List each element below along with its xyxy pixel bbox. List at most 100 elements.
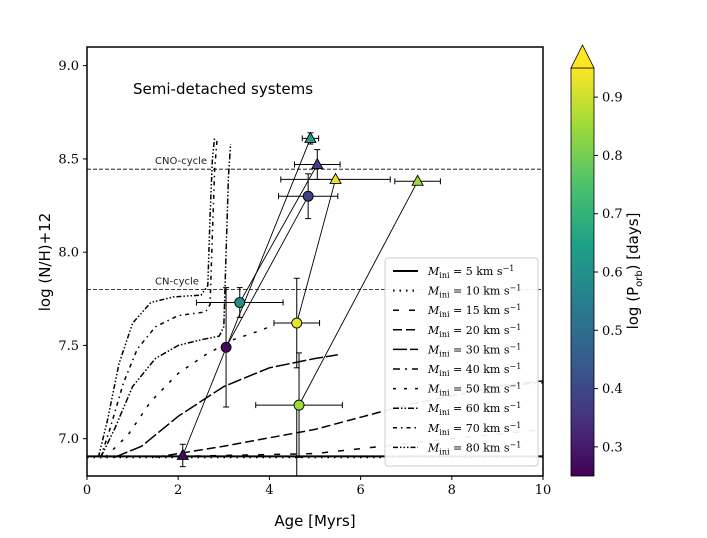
y-tick-label: 8.5 bbox=[58, 152, 79, 167]
data-point-circle bbox=[302, 190, 314, 202]
legend-label: Mini = 50 km s−1 bbox=[427, 382, 521, 398]
connection-line bbox=[298, 181, 418, 406]
axes-frame bbox=[86, 46, 544, 477]
connection-line bbox=[296, 179, 336, 324]
legend-label-sub: ini bbox=[439, 369, 450, 378]
model-track-line bbox=[99, 140, 218, 458]
x-tick-label: 2 bbox=[174, 483, 182, 498]
y-tick-label: 8.0 bbox=[58, 246, 79, 261]
data-point-triangle bbox=[411, 174, 424, 186]
legend-box bbox=[384, 257, 539, 467]
legend-label-prefix: M bbox=[427, 285, 440, 298]
colorbar-tick-label: 0.9 bbox=[602, 91, 623, 106]
legend-label-sub: ini bbox=[439, 349, 450, 358]
legend-label-text: = 10 km s bbox=[450, 285, 510, 298]
legend-label-exp: −1 bbox=[510, 303, 522, 312]
legend-label: Mini = 80 km s−1 bbox=[427, 440, 521, 456]
colorbar-tick-label: 0.3 bbox=[602, 440, 623, 455]
connection-line bbox=[239, 164, 318, 303]
legend-label-sub: ini bbox=[439, 389, 450, 398]
legend-label-text: = 40 km s bbox=[450, 363, 510, 376]
colorbar-tick-label: 0.5 bbox=[602, 324, 623, 339]
y-tick-label: 7.0 bbox=[58, 432, 79, 447]
reference-line-label: CNO-cycle bbox=[155, 156, 207, 167]
legend-label-sub: ini bbox=[439, 408, 450, 417]
plot-area: CNO-cycle CN-cycle 0 2 4 6 8 10 7.0 7.5 8.0 8.5 9.0 bbox=[58, 46, 552, 498]
data-point-circle bbox=[220, 341, 232, 353]
model-track-line bbox=[100, 143, 232, 458]
x-tick-label: 8 bbox=[448, 483, 456, 498]
colorbar-tick-label: 0.8 bbox=[602, 149, 623, 164]
legend-label-exp: −1 bbox=[510, 362, 522, 371]
legend-label-prefix: M bbox=[427, 265, 440, 278]
legend-label-exp: −1 bbox=[510, 284, 522, 293]
legend-label-prefix: M bbox=[427, 363, 440, 376]
chart-title: Semi-detached systems bbox=[133, 80, 313, 98]
legend-label-sub: ini bbox=[439, 447, 450, 456]
legend-label: Mini = 40 km s−1 bbox=[427, 362, 521, 378]
y-tick-label: 9.0 bbox=[58, 59, 79, 74]
legend-label-exp: −1 bbox=[510, 401, 522, 410]
data-point-triangle bbox=[304, 131, 317, 143]
reference-line-label: CN-cycle bbox=[155, 276, 199, 287]
legend-label-text: = 60 km s bbox=[450, 402, 510, 415]
legend-label-prefix: M bbox=[427, 383, 440, 396]
legend-label-prefix: M bbox=[427, 402, 440, 415]
colorbar-extend-arrow bbox=[570, 44, 595, 69]
legend-label-prefix: M bbox=[427, 304, 440, 317]
legend-label: Mini = 60 km s−1 bbox=[427, 401, 521, 417]
data-point-circle bbox=[234, 297, 246, 308]
legend-label: Mini = 20 km s−1 bbox=[427, 323, 521, 339]
model-track-line bbox=[104, 326, 270, 458]
legend-label: Mini = 15 km s−1 bbox=[427, 303, 521, 319]
legend-label-text: = 50 km s bbox=[450, 383, 510, 396]
colorbar-tick-label: 0.4 bbox=[602, 382, 623, 397]
legend-label-exp: −1 bbox=[510, 421, 522, 430]
colorbar-gradient bbox=[570, 67, 595, 477]
legend-label-sub: ini bbox=[439, 310, 450, 319]
colorbar: log (Porb) [days] 0.3 0.4 0.5 0.6 0.7 0.8 0.9 bbox=[570, 44, 645, 477]
colorbar-label-sub: orb bbox=[634, 270, 645, 287]
x-tick-label: 4 bbox=[265, 483, 273, 498]
legend-label: Mini = 5 km s−1 bbox=[427, 264, 514, 280]
legend-label-exp: −1 bbox=[510, 382, 522, 391]
legend-label: Mini = 10 km s−1 bbox=[427, 284, 521, 300]
legend-label-sub: ini bbox=[439, 330, 450, 339]
legend-label-text: = 70 km s bbox=[450, 422, 510, 435]
data-point-triangle bbox=[176, 448, 190, 460]
data-point-triangle bbox=[311, 157, 324, 169]
legend-label: Mini = 30 km s−1 bbox=[427, 342, 521, 358]
connection-line bbox=[225, 196, 309, 348]
legend-label-exp: −1 bbox=[503, 264, 515, 273]
x-tick-label: 10 bbox=[535, 483, 552, 498]
legend-label-prefix: M bbox=[427, 441, 440, 454]
colorbar-label: log (Porb) [days] bbox=[624, 213, 645, 330]
x-axis-label: Age [Myrs] bbox=[274, 512, 355, 530]
legend-label-exp: −1 bbox=[510, 440, 522, 449]
colorbar-tick-label: 0.6 bbox=[602, 266, 623, 281]
legend-label-sub: ini bbox=[439, 428, 450, 437]
data-point-circle bbox=[293, 399, 305, 411]
x-tick-label: 0 bbox=[83, 483, 91, 498]
model-track-line bbox=[97, 136, 216, 458]
colorbar-label-main: log (P bbox=[624, 287, 642, 330]
legend-label-prefix: M bbox=[427, 422, 440, 435]
legend-label-sub: ini bbox=[439, 291, 450, 300]
data-point-circle bbox=[291, 317, 303, 329]
legend-label-text: = 5 km s bbox=[450, 265, 503, 278]
colorbar-tick-label: 0.7 bbox=[602, 207, 623, 222]
legend-label-text: = 15 km s bbox=[450, 304, 510, 317]
data-point-triangle bbox=[329, 172, 342, 184]
legend-label-exp: −1 bbox=[510, 342, 522, 351]
legend-label-text: = 20 km s bbox=[450, 324, 510, 337]
colorbar-label-tail: ) [days] bbox=[624, 213, 642, 271]
legend-label: Mini = 70 km s−1 bbox=[427, 421, 521, 437]
legend-label-prefix: M bbox=[427, 343, 440, 356]
legend-label-exp: −1 bbox=[510, 323, 522, 332]
y-tick-label: 7.5 bbox=[58, 339, 79, 354]
legend-label-sub: ini bbox=[439, 271, 450, 280]
connection-line bbox=[182, 138, 311, 456]
legend-label-text: = 30 km s bbox=[450, 343, 510, 356]
